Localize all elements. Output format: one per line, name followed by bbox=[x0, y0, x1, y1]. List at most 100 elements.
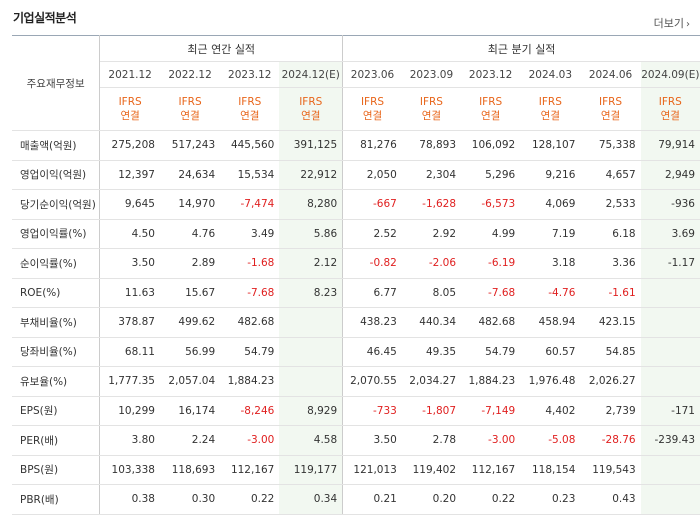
table-cell: -7,149 bbox=[461, 396, 521, 426]
table-cell: -28.76 bbox=[580, 425, 641, 456]
table-cell: 56.99 bbox=[159, 337, 221, 367]
period-header: 2024.09(E) bbox=[640, 61, 700, 88]
table-cell: 1,884.23 bbox=[461, 366, 521, 397]
table-cell: 9,216 bbox=[520, 160, 581, 190]
table-cell: -8,246 bbox=[220, 396, 280, 426]
table-row: EPS(원) 10,299 16,174 -8,246 8,929 -733 -1,807-… bbox=[12, 396, 700, 426]
ifrs-label: IFRS 연결 bbox=[640, 87, 700, 131]
table-cell: 79,914 bbox=[640, 130, 700, 161]
table-row: BPS(원) 103,338 118,693 112,167 119,177 121,01… bbox=[12, 455, 700, 485]
table-row: 부채비율(%) 378.87 499.62 482.68 438.23 440.34 482… bbox=[12, 307, 700, 338]
table-cell: 118,693 bbox=[159, 455, 221, 485]
table-cell: -1.17 bbox=[640, 248, 700, 279]
table-cell: 0.21 bbox=[342, 484, 402, 515]
table-row: PER(배) 3.80 2.24 -3.00 4.58 3.50 2.78 -3.00 -5.0… bbox=[12, 425, 700, 456]
table-cell: 4.50 bbox=[99, 219, 160, 249]
table-cell: 378.87 bbox=[99, 307, 160, 338]
ifrs-top: IFRS bbox=[658, 96, 682, 108]
more-link[interactable]: 더보기 › bbox=[654, 15, 690, 31]
table-cell: 391,125 bbox=[279, 130, 344, 161]
table-cell: -7.68 bbox=[220, 278, 280, 308]
more-label: 더보기 bbox=[653, 17, 684, 30]
row-label: 당좌비율(%) bbox=[12, 337, 101, 367]
table-cell bbox=[640, 337, 700, 367]
table-cell: -1,628 bbox=[401, 189, 462, 220]
table-cell: 3.36 bbox=[580, 248, 641, 279]
table-cell: 24,634 bbox=[159, 160, 221, 190]
table-cell: 78,893 bbox=[401, 130, 462, 161]
ifrs-bottom: 연결 bbox=[421, 110, 442, 122]
table-cell: 1,976.48 bbox=[520, 366, 581, 397]
table-cell: -936 bbox=[640, 189, 700, 220]
ifrs-top: IFRS bbox=[238, 96, 262, 108]
table-cell: -5.08 bbox=[520, 425, 581, 456]
table-cell: 2.89 bbox=[159, 248, 221, 279]
ifrs-label: IFRS 연결 bbox=[159, 87, 221, 131]
table-cell: 0.43 bbox=[580, 484, 641, 515]
table-cell: 119,543 bbox=[580, 455, 641, 485]
table-row: 당좌비율(%) 68.11 56.99 54.79 46.45 49.35 54.79 60.… bbox=[12, 337, 700, 367]
quarterly-group-header: 최근 분기 실적 bbox=[342, 35, 700, 62]
table-cell: 517,243 bbox=[159, 130, 221, 161]
row-label: 매출액(억원) bbox=[12, 130, 101, 161]
table-cell: 49.35 bbox=[401, 337, 462, 367]
table-cell: 2,070.55 bbox=[342, 366, 402, 397]
row-label: 부채비율(%) bbox=[12, 307, 101, 338]
ifrs-bottom: 연결 bbox=[180, 110, 200, 122]
ifrs-label: IFRS 연결 bbox=[580, 87, 641, 131]
table-cell: 128,107 bbox=[520, 130, 581, 161]
table-cell: -667 bbox=[342, 189, 402, 220]
table-cell: 4.58 bbox=[279, 425, 344, 456]
table-cell: 0.38 bbox=[99, 484, 160, 515]
row-label: ROE(%) bbox=[12, 278, 101, 308]
ifrs-bottom: 연결 bbox=[660, 110, 680, 122]
table-cell: 4.76 bbox=[159, 219, 221, 249]
table-cell: 2.12 bbox=[279, 248, 344, 279]
table-cell bbox=[640, 307, 700, 338]
ifrs-bottom: 연결 bbox=[120, 110, 140, 122]
table-cell: 2,057.04 bbox=[159, 366, 221, 397]
row-label: BPS(원) bbox=[12, 455, 101, 485]
table-cell: 0.34 bbox=[279, 484, 344, 515]
table-cell: 0.30 bbox=[159, 484, 221, 515]
ifrs-label: IFRS 연결 bbox=[461, 87, 521, 131]
ifrs-label: IFRS 연결 bbox=[220, 87, 280, 131]
table-cell: -7,474 bbox=[220, 189, 280, 220]
table-cell: 15.67 bbox=[159, 278, 221, 308]
ifrs-top: IFRS bbox=[538, 96, 562, 108]
table-cell: 106,092 bbox=[461, 130, 521, 161]
period-header: 2023.09 bbox=[401, 61, 462, 88]
ifrs-label: IFRS 연결 bbox=[99, 87, 160, 131]
table-cell: 2,949 bbox=[640, 160, 700, 190]
period-header: 2024.12(E) bbox=[279, 61, 344, 88]
table-cell: 2.92 bbox=[401, 219, 462, 249]
row-label: EPS(원) bbox=[12, 396, 101, 426]
table-cell: 2.24 bbox=[159, 425, 221, 456]
table-row: 영업이익(억원) 12,397 24,634 15,534 22,912 2,050 2,3… bbox=[12, 160, 700, 190]
table-cell bbox=[640, 484, 700, 515]
table-cell: 7.19 bbox=[520, 219, 581, 249]
row-label: 영업이익률(%) bbox=[12, 219, 101, 249]
table-cell: 4,402 bbox=[520, 396, 581, 426]
table-cell: -1.68 bbox=[220, 248, 280, 279]
table-row: 당기순이익(억원) 9,645 14,970 -7,474 8,280 -667 -1,62… bbox=[12, 189, 700, 220]
row-label-header: 주요재무정보 bbox=[12, 35, 101, 131]
row-label: PER(배) bbox=[12, 425, 101, 456]
table-cell: 0.22 bbox=[220, 484, 280, 515]
ifrs-top: IFRS bbox=[479, 96, 503, 108]
ifrs-top: IFRS bbox=[598, 96, 623, 108]
table-cell: 46.45 bbox=[342, 337, 402, 367]
table-cell: 8,280 bbox=[279, 189, 344, 220]
period-header: 2023.06 bbox=[342, 61, 402, 88]
table-cell: 14,970 bbox=[159, 189, 221, 220]
table-cell: 2,026.27 bbox=[580, 366, 641, 397]
table-cell: 121,013 bbox=[342, 455, 402, 485]
ifrs-bottom: 연결 bbox=[362, 110, 383, 122]
ifrs-bottom: 연결 bbox=[301, 110, 321, 122]
table-cell: 458.94 bbox=[520, 307, 581, 338]
table-cell: 0.22 bbox=[461, 484, 521, 515]
ifrs-label: IFRS 연결 bbox=[342, 87, 402, 131]
ifrs-label: IFRS 연결 bbox=[279, 87, 344, 131]
section-title: 기업실적분석 bbox=[13, 11, 77, 25]
annual-group-header: 최근 연간 실적 bbox=[99, 35, 344, 62]
